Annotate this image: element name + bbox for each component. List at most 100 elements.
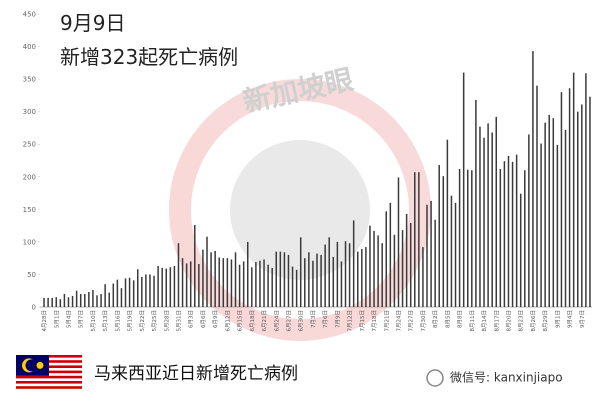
bar — [63, 293, 66, 307]
bar — [401, 230, 404, 307]
bar — [377, 235, 379, 307]
bar — [381, 243, 383, 307]
bar — [43, 297, 45, 307]
x-tick-label: 6月6日 — [200, 310, 207, 328]
bar — [454, 202, 457, 307]
bar — [71, 295, 74, 307]
bar — [328, 237, 330, 307]
x-tick-label: 8月14日 — [481, 310, 488, 332]
x-tick-label: 5月19日 — [127, 310, 134, 332]
bar — [589, 96, 591, 308]
bar — [251, 267, 253, 307]
bar — [576, 111, 579, 308]
bar — [132, 280, 135, 307]
x-tick-label: 7月15日 — [359, 310, 366, 332]
bar — [532, 51, 534, 307]
bar — [434, 219, 436, 307]
x-tick-label: 5月4日 — [65, 310, 72, 328]
x-tick-label: 8月5日 — [444, 310, 451, 328]
x-tick-label: 7月24日 — [395, 310, 402, 332]
bar — [177, 243, 180, 307]
x-tick-label: 6月15日 — [237, 310, 244, 332]
bar — [336, 241, 339, 307]
bar — [226, 258, 229, 307]
bar — [352, 220, 355, 307]
bar — [564, 129, 567, 307]
bar — [426, 204, 428, 307]
bar — [385, 211, 388, 307]
x-tick-label: 7月27日 — [408, 310, 415, 332]
bar — [210, 252, 212, 307]
x-tick-label: 4月28日 — [41, 310, 48, 332]
bar — [405, 213, 408, 307]
y-tick-label: 350 — [23, 76, 36, 84]
bar — [365, 247, 367, 307]
bar — [295, 269, 298, 307]
bar — [161, 267, 163, 307]
x-tick-label: 6月18日 — [249, 310, 256, 332]
bar — [116, 279, 119, 307]
bar — [495, 116, 498, 308]
bar — [475, 99, 477, 308]
bar — [283, 252, 286, 307]
bar — [340, 261, 343, 307]
bar — [299, 237, 302, 307]
bar — [79, 293, 82, 307]
bar — [287, 254, 290, 307]
bar — [104, 284, 106, 307]
bar — [271, 267, 273, 307]
bar — [198, 264, 200, 307]
x-tick-label: 5月31日 — [175, 310, 182, 332]
bar — [466, 169, 469, 307]
y-tick-label: 200 — [23, 173, 36, 181]
y-tick-label: 250 — [23, 141, 36, 149]
bar — [414, 172, 416, 307]
bar — [552, 118, 555, 307]
bar — [128, 277, 131, 307]
title: 9月9日 — [60, 11, 125, 35]
bar — [169, 267, 172, 307]
bar — [320, 254, 322, 307]
bar — [316, 253, 318, 307]
bar — [206, 236, 208, 307]
bar — [100, 293, 102, 307]
bar — [145, 274, 147, 307]
bar — [51, 297, 53, 307]
bar — [548, 114, 550, 307]
bar — [120, 288, 123, 307]
bar — [291, 266, 294, 307]
x-tick-label: 5月7日 — [78, 310, 85, 328]
bar — [96, 295, 98, 307]
bar — [524, 170, 526, 307]
x-tick-label: 5月16日 — [114, 310, 121, 332]
x-tick-label: 9月4日 — [567, 310, 574, 328]
wechat-icon — [426, 369, 444, 387]
y-tick-label: 300 — [23, 108, 36, 116]
bar — [238, 264, 241, 307]
bar — [528, 134, 530, 307]
bar — [202, 249, 204, 307]
x-tick-label: 6月30日 — [298, 310, 305, 332]
x-tick-label: 9月1日 — [554, 310, 561, 328]
bar — [540, 143, 542, 307]
x-tick-label: 7月6日 — [322, 310, 329, 328]
x-tick-label: 7月18日 — [371, 310, 378, 332]
bar — [479, 126, 481, 308]
bar — [572, 72, 575, 307]
x-tick-label: 5月10日 — [90, 310, 97, 332]
bar — [430, 200, 432, 307]
bar — [356, 251, 359, 307]
bar — [560, 92, 563, 307]
bar — [344, 241, 347, 307]
bar — [568, 88, 571, 307]
bar — [556, 144, 559, 307]
bar — [581, 104, 583, 307]
bar — [491, 132, 493, 307]
y-tick-label: 0 — [32, 304, 36, 312]
x-tick-label: 7月9日 — [334, 310, 341, 328]
bar — [312, 260, 314, 307]
x-tick-label: 8月20日 — [505, 310, 512, 332]
bar — [230, 259, 233, 307]
bar — [585, 73, 587, 307]
bar — [263, 259, 265, 307]
